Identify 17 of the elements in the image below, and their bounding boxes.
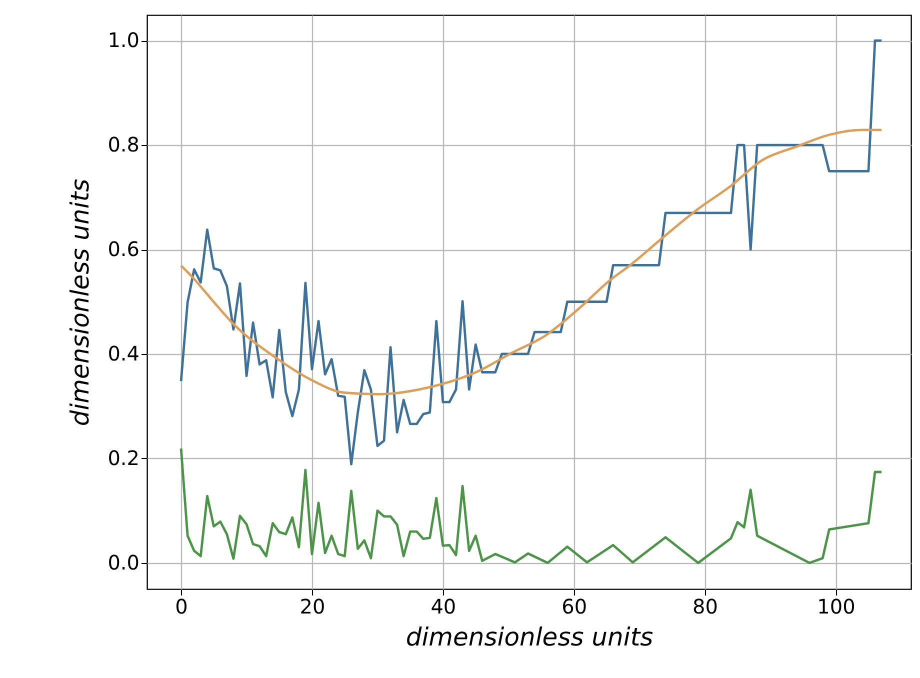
- line-series: [180, 447, 883, 564]
- y-tick-label: 0.0: [108, 550, 140, 574]
- x-tick-label: 40: [430, 594, 456, 618]
- y-axis-title: dimensionless units: [66, 178, 95, 426]
- x-axis-title: dimensionless units: [406, 622, 654, 652]
- x-tick-label: 80: [692, 594, 718, 618]
- x-tick-label: 20: [300, 594, 326, 618]
- x-tick-label: 0: [175, 594, 188, 618]
- x-tick-label: 60: [562, 594, 588, 618]
- y-tick-label: 0.4: [108, 341, 140, 366]
- y-tick-label: 0.8: [108, 132, 140, 157]
- y-tick-label: 1.0: [108, 28, 140, 52]
- y-tick-label: 0.2: [108, 446, 140, 470]
- line-series: [180, 128, 883, 396]
- y-tick-label: 0.6: [108, 237, 140, 262]
- line-series: [180, 39, 883, 466]
- x-tick-label: 100: [817, 594, 856, 618]
